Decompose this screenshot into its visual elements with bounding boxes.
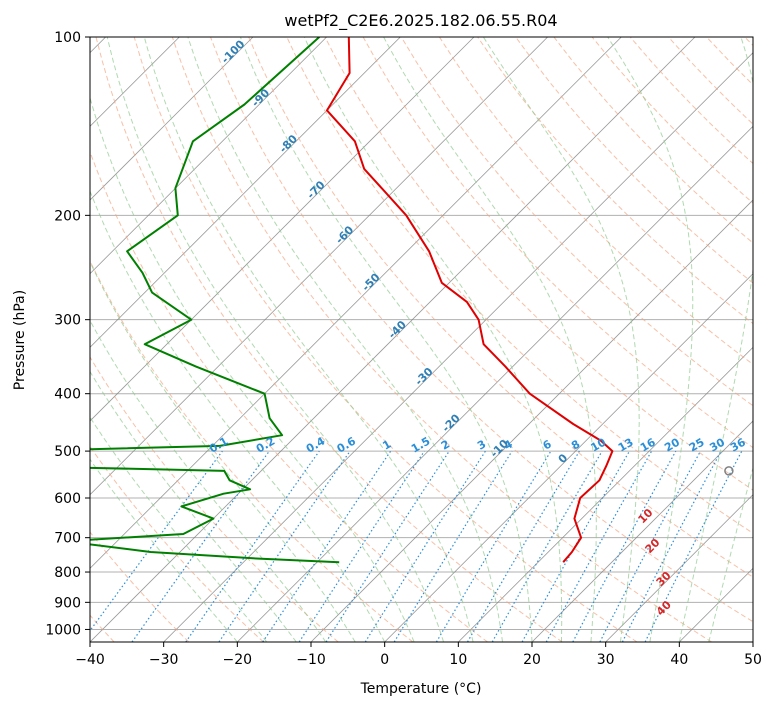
y-axis-title: Pressure (hPa): [12, 290, 28, 390]
dry-adiabat-line: [90, 150, 488, 642]
isotherm-line: [90, 37, 327, 275]
dry-adiabat-line: [133, 37, 638, 642]
moist-adiabat-line: [482, 37, 640, 642]
isotherm-line: [90, 37, 548, 496]
dry-adiabat-line: [248, 37, 753, 578]
moist-adiabat-line: [678, 37, 753, 642]
x-tick-label: −30: [149, 652, 179, 668]
moist-adiabat-line: [90, 260, 356, 642]
mixing-ratio-line: [572, 450, 677, 642]
y-tick-label: 600: [54, 491, 81, 507]
moist-adiabat-line: [143, 37, 474, 642]
mixing-ratio-line: [325, 450, 450, 642]
x-tick-label: 40: [670, 652, 688, 668]
mixing-ratio-line: [298, 450, 425, 642]
dry-adiabat-line: [438, 37, 753, 366]
y-tick-label: 900: [54, 595, 81, 611]
moist-adiabat-line: [303, 37, 563, 642]
moist-adiabat-line: [708, 466, 753, 642]
temperature-profile-line: [326, 37, 614, 563]
moist-adiabat-line: [90, 416, 268, 642]
mixing-ratio-line: [185, 450, 320, 642]
isotherm-line: [90, 37, 622, 569]
dry-adiabat-line: [90, 531, 190, 642]
x-tick-label: 50: [744, 652, 762, 668]
mixing-ratio-line: [521, 450, 631, 642]
mixing-ratio-line: [393, 450, 513, 642]
moist-adiabat-line: [90, 458, 238, 642]
dewpoint-profile-line: [90, 37, 340, 564]
background-lines: [90, 37, 753, 642]
moist-adiabat-line: [607, 37, 694, 642]
y-tick-label: 300: [54, 313, 81, 329]
x-tick-label: −40: [75, 652, 105, 668]
chart-title: wetPf2_C2E6.2025.182.06.55.R04: [284, 11, 557, 31]
mixing-ratio-line: [545, 450, 653, 642]
isotherm-line: [163, 52, 753, 642]
x-tick-label: −20: [223, 652, 253, 668]
dry-adiabat-line: [90, 356, 339, 642]
y-tick-label: 1000: [45, 622, 81, 638]
dry-adiabat-line: [400, 37, 753, 407]
y-tick-label: 500: [54, 444, 81, 460]
profile-lines: [90, 37, 734, 564]
mixing-ratio-line: [90, 450, 223, 632]
plot-frame: [89, 36, 754, 643]
y-tick-label: 400: [54, 387, 81, 403]
isotherm-line: [90, 37, 475, 422]
isotherm-line: [531, 420, 753, 642]
mixing-ratio-line: [131, 450, 270, 642]
moist-adiabat-line: [239, 37, 533, 642]
mixing-ratio-line: [262, 450, 392, 642]
x-tick-label: −10: [296, 652, 326, 668]
moist-adiabat-line: [383, 37, 597, 642]
isotherm-line: [237, 125, 753, 642]
x-axis-title: Temperature (°C): [360, 681, 482, 697]
dry-adiabat-line: [171, 37, 712, 642]
mixing-ratio-line: [644, 450, 743, 642]
dry-adiabat-line: [515, 37, 753, 284]
dry-adiabat-line: [210, 37, 753, 623]
moist-adiabat-line: [90, 319, 327, 642]
y-tick-label: 100: [54, 30, 81, 46]
isotherm-line: [90, 37, 401, 348]
moist-adiabat-line: [106, 37, 445, 642]
moist-adiabat-line: [90, 189, 386, 642]
isotherm-line: [90, 37, 254, 201]
y-tick-label: 800: [54, 565, 81, 581]
axes: −40 −30 −20 −10 0 10 20 30 40 50 100 200 300 400 500 60…: [45, 30, 762, 668]
y-tick-label: 700: [54, 531, 81, 547]
isotherm-line: [90, 37, 696, 642]
x-tick-label: 30: [597, 652, 615, 668]
moist-adiabat-line: [187, 37, 503, 642]
x-tick-label: 20: [523, 652, 541, 668]
x-tick-label: 0: [380, 652, 389, 668]
level-marker: [724, 466, 734, 476]
dry-adiabat-line: [95, 37, 563, 642]
x-tick-label: 10: [449, 652, 467, 668]
isotherm-line: [605, 494, 753, 642]
dry-adiabat-line: [90, 445, 264, 642]
isotherm-line: [384, 273, 753, 642]
y-tick-label: 200: [54, 208, 81, 224]
mixing-ratio-line: [218, 450, 351, 642]
